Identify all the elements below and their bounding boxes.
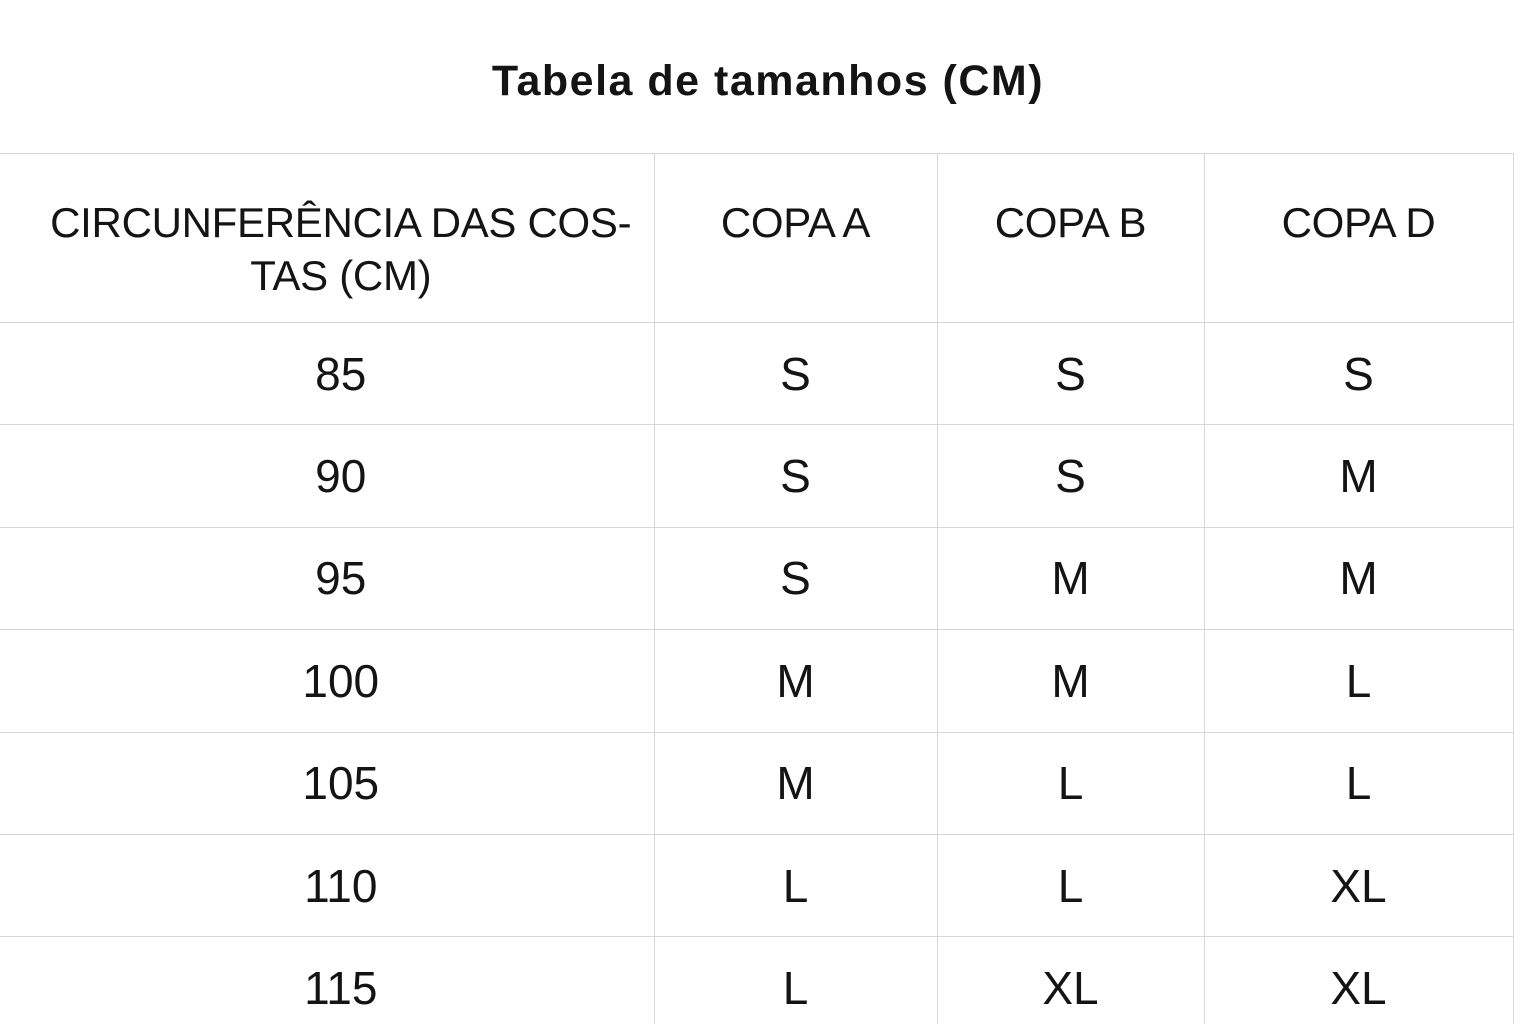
- header-back-circumference-line2: TAS (CM): [250, 252, 432, 299]
- back-circumference-cell: 85: [0, 321, 655, 425]
- copa-a-cell: M: [654, 731, 938, 835]
- back-circumference-cell: 105: [0, 731, 655, 835]
- copa-a-cell: L: [654, 936, 938, 1024]
- copa-b-cell: S: [937, 321, 1205, 425]
- copa-b-cell: L: [937, 731, 1205, 835]
- copa-a-cell: S: [654, 526, 938, 630]
- header-copa-d: COPA D: [1204, 153, 1514, 323]
- header-back-circumference: CIRCUNFERÊNCIA DAS COS- TAS (CM): [0, 153, 655, 323]
- table-row: 85 S S S: [0, 321, 1514, 425]
- copa-b-cell: M: [937, 526, 1205, 630]
- copa-d-cell: M: [1204, 424, 1514, 528]
- copa-d-cell: XL: [1204, 833, 1514, 937]
- copa-b-cell: S: [937, 424, 1205, 528]
- back-circumference-cell: 115: [0, 936, 655, 1024]
- back-circumference-cell: 110: [0, 833, 655, 937]
- page-title: Tabela de tamanhos (CM): [491, 57, 1045, 105]
- copa-d-cell: S: [1204, 321, 1514, 425]
- copa-d-cell: L: [1204, 731, 1514, 835]
- copa-d-cell: XL: [1204, 936, 1514, 1024]
- table-row: 100 M M L: [0, 629, 1514, 733]
- copa-a-cell: S: [654, 321, 938, 425]
- header-row: CIRCUNFERÊNCIA DAS COS- TAS (CM) COPA A …: [0, 153, 1514, 323]
- header-copa-a: COPA A: [654, 153, 938, 323]
- copa-b-cell: M: [937, 629, 1205, 733]
- copa-d-cell: L: [1204, 629, 1514, 733]
- back-circumference-cell: 90: [0, 424, 655, 528]
- size-chart-body: 85 S S S 90 S S M 95 S M M 100 M M L 105…: [0, 321, 1514, 1024]
- copa-a-cell: S: [654, 424, 938, 528]
- size-chart-table: CIRCUNFERÊNCIA DAS COS- TAS (CM) COPA A …: [0, 153, 1514, 1024]
- copa-b-cell: XL: [937, 936, 1205, 1024]
- back-circumference-cell: 100: [0, 629, 655, 733]
- copa-d-cell: M: [1204, 526, 1514, 630]
- table-row: 105 M L L: [0, 731, 1514, 835]
- header-copa-b: COPA B: [937, 153, 1205, 323]
- copa-b-cell: L: [937, 833, 1205, 937]
- table-row: 110 L L XL: [0, 833, 1514, 937]
- size-chart-header: CIRCUNFERÊNCIA DAS COS- TAS (CM) COPA A …: [0, 153, 1514, 323]
- table-row: 90 S S M: [0, 424, 1514, 528]
- copa-a-cell: L: [654, 833, 938, 937]
- header-back-circumference-line1: CIRCUNFERÊNCIA DAS COS-: [50, 199, 632, 246]
- table-row: 95 S M M: [0, 526, 1514, 630]
- table-row: 115 L XL XL: [0, 936, 1514, 1024]
- back-circumference-cell: 95: [0, 526, 655, 630]
- copa-a-cell: M: [654, 629, 938, 733]
